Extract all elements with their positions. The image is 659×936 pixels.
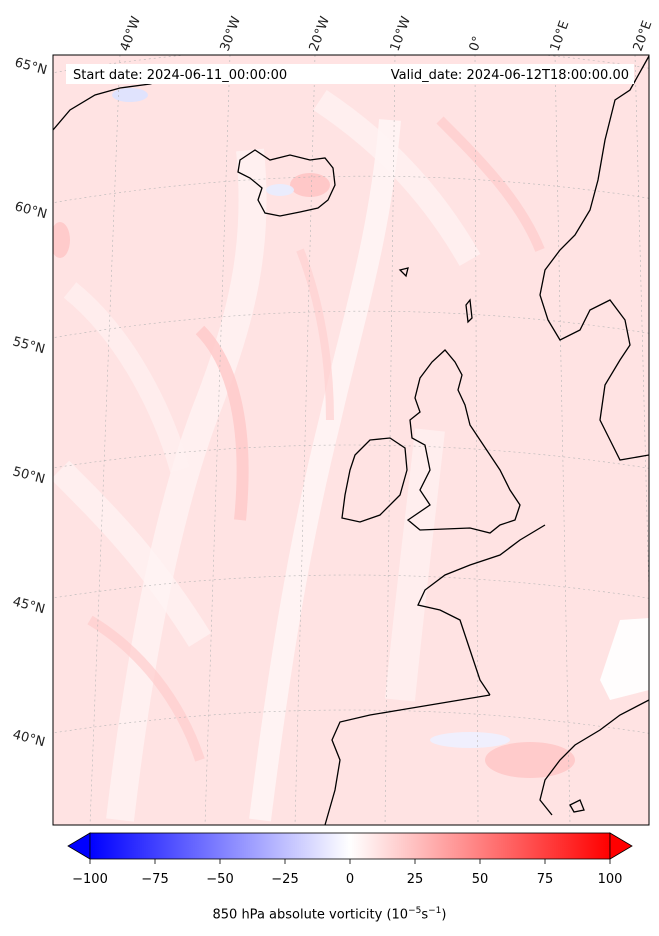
colorbar-extend-min [67,832,91,860]
lat-label-55n: 55°N [11,334,47,357]
lon-label-10e: 10°E [548,19,573,54]
lat-label-50n: 50°N [11,464,47,487]
vorticity-field [53,55,649,825]
colorbar-title: 850 hPa absolute vorticity (10−5s−1) [212,906,447,923]
colorbar-extend-max [609,832,633,860]
graticule [53,55,649,825]
colorbar-tick-label: 75 [537,872,554,887]
lon-label-40w: 40°W [118,14,144,53]
lon-label-30w: 30°W [218,14,244,53]
lat-label-40n: 40°N [11,727,47,750]
lon-label-10w: 10°W [388,14,414,53]
colorbar-tick-label: 50 [472,872,489,887]
colorbar-tick-label: 100 [598,872,623,887]
lat-label-65n: 65°N [13,55,49,78]
lon-label-20w: 20°W [307,14,333,53]
valid-date-label: Valid_date: 2024-06-12T18:00:00.00 [391,68,629,83]
colorbar: −100 −75 −50 −25 0 25 50 75 100 [67,832,633,887]
colorbar-tick-label: −50 [206,872,233,887]
colorbar-tick-label: −75 [141,872,168,887]
colorbar-tick-label: −25 [271,872,298,887]
map-frame [52,54,650,826]
lat-label-45n: 45°N [11,594,47,617]
colorbar-tick-label: 25 [407,872,424,887]
lon-label-20e: 20°E [631,19,656,54]
colorbar-tick-label: −100 [72,872,108,887]
lat-label-60n: 60°N [13,199,49,222]
lon-label-0: 0° [467,34,486,53]
colorbar-tick-label: 0 [346,872,354,887]
start-date-label: Start date: 2024-06-11_00:00:00 [73,68,287,83]
header-band [66,64,634,84]
colorbar-bar [89,832,611,860]
